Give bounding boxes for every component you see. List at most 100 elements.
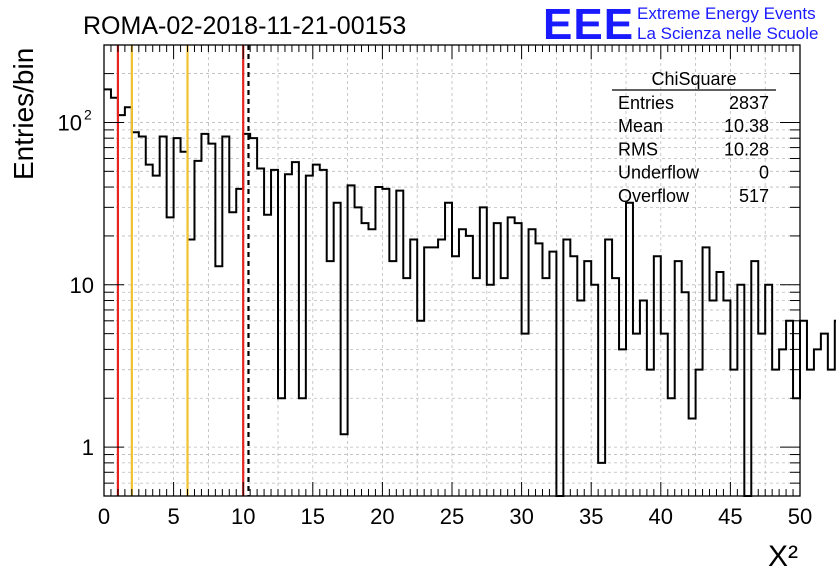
histogram-bin [146,165,153,496]
histogram-bin [417,321,424,496]
histogram-bin [807,370,814,496]
histogram-bin [675,261,682,496]
histogram-bin [570,256,577,496]
x-tick-label: 20 [370,504,394,529]
histogram-outline [104,88,836,497]
histogram-bin [501,278,508,496]
histogram-bin [285,174,292,496]
histogram-bin [292,162,299,496]
histogram-bin [800,321,807,496]
x-axis-label: X² [768,540,798,572]
histogram-bin [779,349,786,496]
histogram-bin [522,334,529,496]
histogram-bin [633,334,640,496]
x-tick-label: 50 [788,504,812,529]
histogram-bin [626,203,633,496]
histogram-bin [313,165,320,496]
histogram-bin [772,370,779,496]
histogram-bin [710,301,717,496]
histogram-bin [452,256,459,496]
histogram-bin [696,370,703,496]
histogram-bin [139,136,146,496]
histogram-bin [661,334,668,496]
histogram-bin [341,434,348,496]
histogram-bin [591,285,598,496]
histogram-bin [584,261,591,496]
histogram-bin [320,170,327,496]
histogram-bin [828,370,835,496]
x-tick-label: 45 [718,504,742,529]
histogram-bin [160,136,167,496]
histogram-bin [334,203,341,496]
y-axis-label: Entries/bin [8,48,39,180]
histogram-bin [737,285,744,496]
histogram-bin [424,247,431,496]
histogram-bin [612,278,619,496]
histogram-bin [306,176,313,496]
histogram-bin [508,217,515,496]
histogram-bin [215,266,222,496]
histogram-bin [529,229,536,496]
histogram-bin [431,247,438,496]
histogram-bin [174,138,181,496]
histogram-bin [494,223,501,496]
histogram-bin [445,203,452,496]
y-tick-exponent: 2 [84,106,92,122]
histogram-bin [730,370,737,496]
stats-value: 2837 [729,93,769,113]
stats-value: 517 [739,186,769,206]
histogram-bin [396,191,403,496]
histogram-bin [549,252,556,496]
x-tick-label: 30 [509,504,533,529]
histogram-bin [355,207,362,496]
histogram-bin [598,463,605,496]
histogram-bin [348,185,355,496]
histogram-bin [515,223,522,496]
logo-line-1: Extreme Energy Events [637,4,816,23]
logo-line-2: La Scienza nelle Scuole [637,24,818,43]
histogram-bin [619,349,626,496]
stats-label: Underflow [618,163,700,183]
histogram-bin [153,176,160,496]
histogram-bin [222,136,229,496]
stats-value: 0 [759,163,769,183]
stats-box: ChiSquare Entries 2837 Mean 10.38 RMS 10.28 Un… [612,69,776,206]
histogram-bin [167,217,174,496]
histogram-bin [459,229,466,496]
histogram-bin [786,321,793,496]
histogram-bin [466,236,473,496]
histogram-bin [765,285,772,496]
histogram-bin [375,187,382,496]
histogram-bin [758,334,765,496]
histogram-bin [382,189,389,496]
histogram-bin [536,243,543,496]
histogram-bin [577,301,584,496]
histogram-bin [410,240,417,496]
histogram-bin [640,301,647,496]
histogram-bin [563,240,570,496]
y-tick-label: 1 [82,435,94,460]
stats-value: 10.28 [724,139,769,159]
x-tick-label: 5 [167,504,179,529]
stats-label: Entries [618,93,674,113]
x-tick-label: 15 [301,504,325,529]
stats-label: Overflow [618,186,690,206]
histogram-bin [403,278,410,496]
histogram-bin [605,240,612,496]
vertical-lines-layer [116,45,250,496]
histogram-bin [542,278,549,496]
histogram-bin [368,229,375,496]
y-tick-label: 10 [70,273,94,298]
histogram-bin [689,419,696,496]
histogram-bin [208,144,215,496]
histogram-bin [723,301,730,496]
y-tick-label: 10 [58,110,82,135]
histogram-bin [389,261,396,496]
histogram-bin [703,247,710,496]
stats-label: Mean [618,116,663,136]
histogram-bin [682,292,689,496]
histogram-bin [271,170,278,496]
histogram-bin [250,138,257,496]
histogram-bin [264,215,271,496]
histogram-bin [654,256,661,496]
